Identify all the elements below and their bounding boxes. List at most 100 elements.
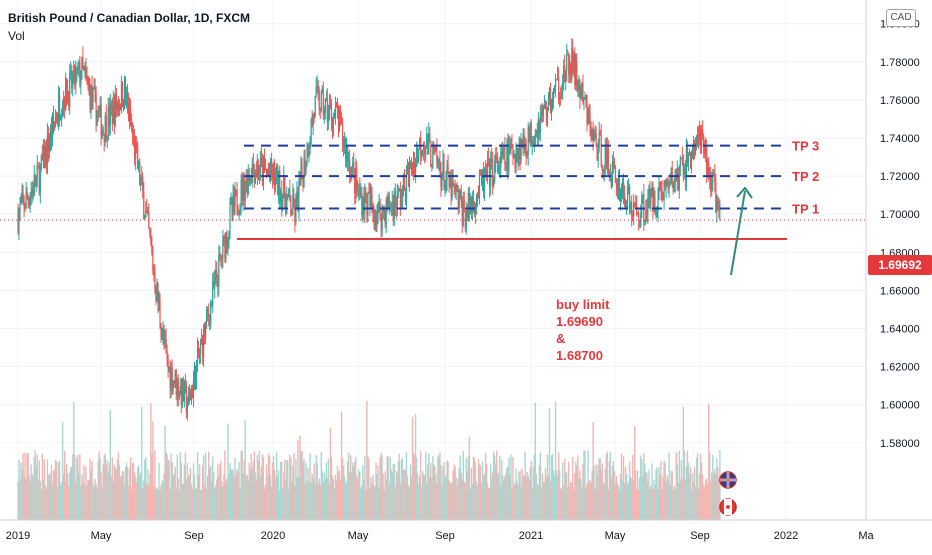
candle-body — [395, 207, 397, 209]
candle-body — [99, 104, 101, 111]
candle-body — [418, 149, 420, 162]
volume-bar — [669, 484, 671, 520]
candle-body — [646, 209, 648, 215]
candle-body — [364, 192, 366, 212]
candle-body — [35, 177, 37, 187]
volume-bar — [528, 479, 530, 520]
volume-bar — [645, 471, 647, 520]
volume-bar — [291, 482, 293, 520]
volume-bar — [716, 458, 718, 520]
volume-bar — [700, 462, 703, 520]
candle-body — [693, 144, 696, 154]
volume-bar — [668, 452, 670, 520]
candle-body — [602, 170, 604, 173]
candle-body — [174, 370, 176, 384]
volume-bar — [138, 465, 140, 520]
candle-body — [642, 194, 644, 197]
candle-body — [279, 170, 281, 203]
volume-bar — [169, 489, 171, 520]
volume-bar — [577, 455, 579, 520]
candle-body — [313, 114, 315, 117]
x-tick-label: 2022 — [774, 530, 798, 542]
volume-bar — [59, 485, 62, 520]
volume-bar — [275, 451, 278, 520]
volume-bar — [410, 476, 413, 520]
volume-bar — [96, 488, 98, 520]
candle-body — [491, 158, 493, 160]
volume-bar — [304, 483, 306, 520]
volume-bar — [95, 484, 97, 520]
volume-bar — [373, 485, 375, 520]
candle-body — [43, 145, 45, 168]
candle-body — [470, 198, 472, 213]
candle-body — [527, 127, 529, 155]
candle-body — [306, 144, 308, 164]
volume-bar — [560, 489, 563, 520]
volume-bar — [387, 456, 389, 520]
candle-body — [56, 119, 59, 122]
volume-bar — [167, 460, 169, 520]
annotation-line: & — [556, 331, 565, 346]
volume-bar — [311, 473, 313, 520]
candle-body — [288, 189, 290, 194]
volume-bar — [191, 489, 194, 520]
volume-bar — [476, 485, 479, 520]
candle-body — [530, 122, 532, 147]
volume-bar — [45, 488, 48, 520]
candle-body — [235, 189, 237, 191]
candle-body — [639, 220, 641, 227]
projection-arrow-line[interactable] — [730, 190, 746, 276]
candle-body — [551, 99, 554, 106]
volume-bar — [370, 476, 372, 520]
level-label: TP 1 — [792, 201, 819, 216]
candle-body — [17, 214, 19, 232]
volume-bar — [440, 464, 442, 520]
candle-body — [332, 115, 335, 129]
candle-body — [19, 204, 21, 212]
candle-body — [586, 103, 588, 124]
candle-body — [251, 163, 253, 183]
volume-bar — [380, 452, 382, 520]
candle-body — [24, 207, 26, 209]
volume-bar — [646, 472, 648, 520]
candle-body — [236, 190, 238, 213]
currency-selector[interactable]: CAD — [886, 9, 916, 27]
candle-body — [650, 196, 652, 203]
candle-body — [378, 201, 380, 203]
candle-body — [367, 192, 369, 215]
candle-body — [474, 203, 477, 214]
volume-bar — [616, 483, 619, 520]
volume-bar — [160, 485, 162, 520]
candle-body — [508, 143, 510, 171]
volume-bar — [198, 464, 201, 520]
candle-body — [666, 179, 668, 184]
volume-bar — [649, 488, 651, 520]
candle-body — [125, 92, 128, 99]
volume-bar — [449, 482, 451, 520]
candle-body — [29, 198, 31, 206]
volume-bar — [329, 427, 332, 520]
volume-bar — [211, 480, 213, 520]
volume-bar — [364, 456, 366, 520]
candle-body — [550, 105, 553, 112]
candle-body — [250, 177, 252, 183]
candle-body — [91, 85, 93, 102]
volume-bar — [600, 470, 602, 520]
volume-bar — [351, 471, 353, 520]
candle-body — [472, 197, 475, 208]
volume-bar — [430, 462, 432, 520]
plot-background — [0, 0, 866, 520]
volume-bar — [401, 457, 404, 520]
volume-bar — [278, 489, 281, 520]
volume-bar — [183, 464, 186, 520]
candle-body — [359, 188, 361, 198]
volume-bar — [215, 485, 217, 520]
candle-body — [183, 381, 185, 402]
candle-body — [85, 68, 87, 75]
volume-bar — [455, 477, 457, 520]
volume-bar — [29, 480, 31, 520]
candle-body — [672, 185, 674, 192]
volume-bar — [526, 471, 528, 520]
